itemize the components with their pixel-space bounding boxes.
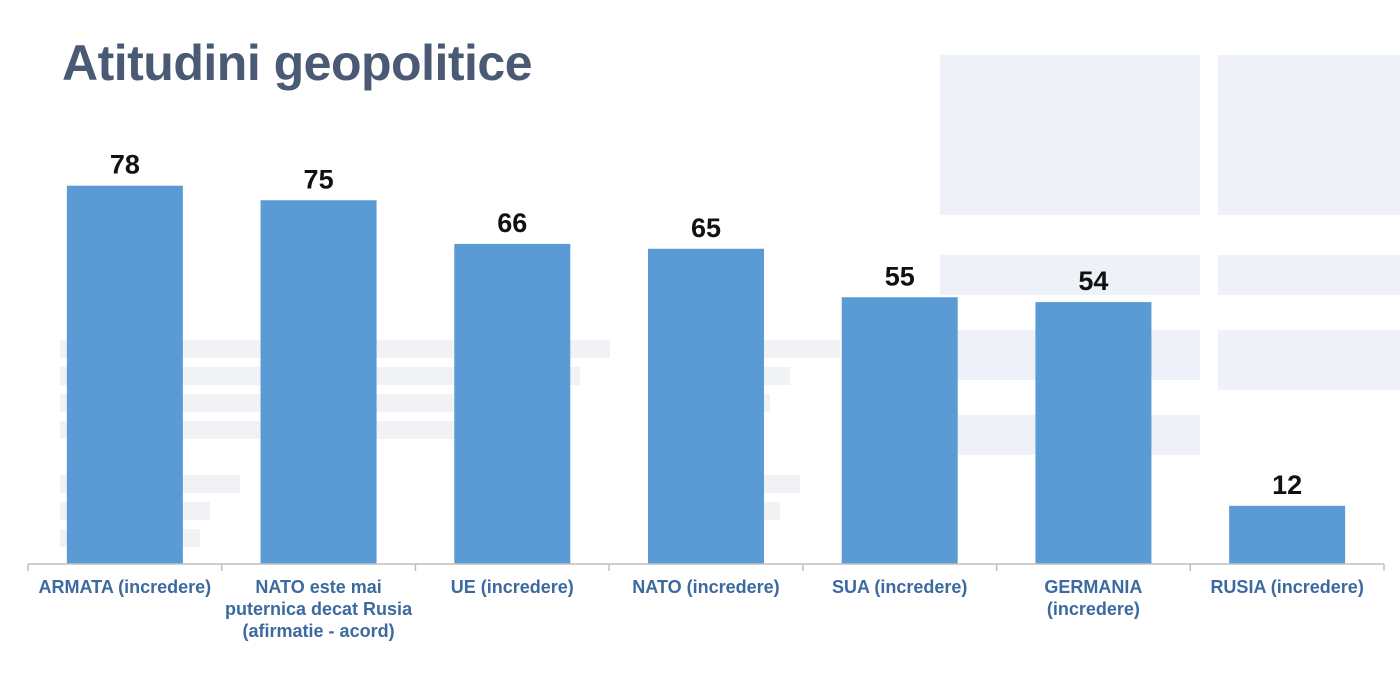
page-title: Atitudini geopolitice	[62, 35, 533, 91]
category-label: RUSIA (incredere)	[1210, 577, 1364, 597]
bar	[454, 243, 571, 564]
category-label: NATO este mai puternica decat Rusia (afi…	[225, 577, 413, 641]
bars-layer	[66, 185, 1346, 564]
category-label: NATO (incredere)	[632, 577, 780, 597]
bar	[1035, 302, 1152, 564]
category-label: UE (incredere)	[450, 577, 574, 597]
bar-value-label: 55	[885, 261, 915, 291]
category-label: GERMANIA (incredere)	[1044, 577, 1143, 619]
value-labels-layer: 78 75 66 65 55 54 12	[110, 150, 1302, 500]
bar-value-label: 54	[1078, 266, 1108, 296]
bar	[66, 185, 183, 564]
x-axis-ticks	[27, 564, 1385, 571]
bar-value-label: 66	[497, 208, 527, 238]
bar-value-label: 75	[304, 164, 334, 194]
bar-value-label: 78	[110, 150, 140, 180]
bar	[1229, 505, 1346, 564]
category-label: SUA (incredere)	[832, 577, 968, 597]
bar-value-label: 65	[691, 213, 721, 243]
bar	[648, 248, 764, 564]
category-label: ARMATA (incredere)	[38, 577, 212, 597]
bar	[841, 297, 958, 564]
bar	[260, 200, 377, 564]
bar-value-label: 12	[1272, 470, 1302, 500]
